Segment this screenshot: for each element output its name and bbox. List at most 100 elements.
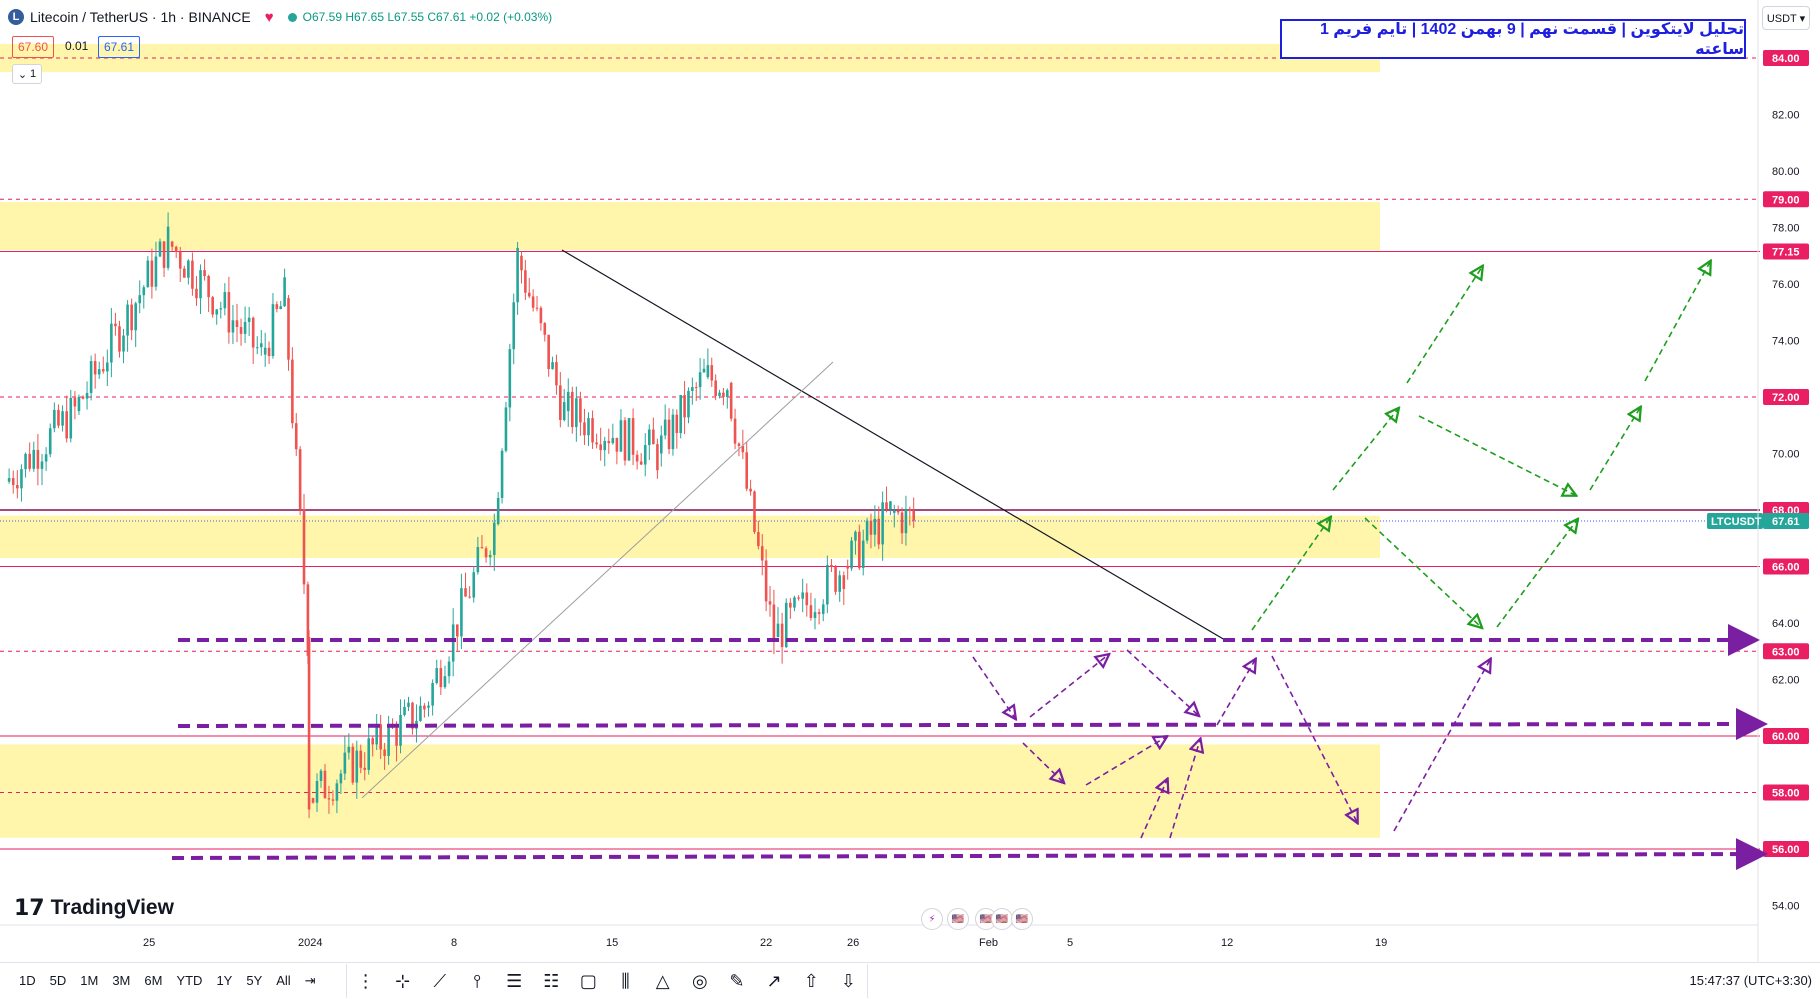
candle-body (7, 478, 11, 482)
legend-toggle[interactable]: ⌄ 1 (12, 64, 42, 84)
scenario-arrow-green[interactable] (1406, 267, 1482, 384)
candle-body (639, 461, 643, 465)
drag-handle-icon[interactable]: ⋮ (356, 970, 375, 991)
fib-retracement-icon[interactable]: ☷ (543, 970, 560, 991)
candle-body (714, 380, 717, 396)
range-5y[interactable]: 5Y (246, 973, 263, 988)
candle-body (702, 368, 706, 373)
candle-body (850, 540, 853, 569)
candle-body (611, 437, 615, 444)
zone-rect[interactable] (0, 744, 1380, 838)
scenario-arrow-purple[interactable] (1169, 740, 1200, 839)
scenario-arrow-green[interactable] (1589, 408, 1640, 491)
clock[interactable]: 15:47:37 (UTC+3:30) (1689, 973, 1812, 988)
tradingview-logo[interactable]: 𝟭𝟳 TradingView (14, 895, 174, 921)
scenario-arrow-purple[interactable] (1216, 660, 1255, 726)
range-ytd[interactable]: YTD (176, 973, 203, 988)
y-tick-label: 62.00 (1772, 675, 1800, 687)
event-us-flag-icon[interactable]: 🇺🇸 (1011, 908, 1033, 930)
scenario-arrow-purple[interactable] (1126, 649, 1198, 715)
circle-icon[interactable]: ◎ (691, 970, 708, 991)
level-tag-label: 77.15 (1772, 247, 1800, 259)
cursor-cross-icon[interactable]: ⊹ (395, 970, 411, 991)
brush-icon[interactable]: ✎ (729, 970, 745, 991)
candle-body (101, 369, 105, 372)
volume-profile-icon[interactable]: ⫼ (621, 970, 630, 991)
symbol-title[interactable]: Litecoin / TetherUS · 1h · BINANCE (30, 9, 251, 25)
legend-count: 1 (30, 68, 37, 80)
zone-rect[interactable] (0, 202, 1380, 251)
candle-body (547, 334, 550, 370)
candle-body (287, 298, 290, 360)
scenario-arrow-green[interactable] (1251, 518, 1330, 631)
scenario-arrow-purple[interactable] (1029, 655, 1108, 718)
favorite-icon[interactable]: ♥ (264, 8, 274, 26)
candles[interactable] (7, 212, 915, 819)
support-line[interactable] (177, 708, 1768, 741)
y-tick-label: 78.00 (1772, 223, 1800, 235)
range-all[interactable]: All (276, 973, 291, 988)
range-1d[interactable]: 1D (19, 973, 36, 988)
arrow-tool-icon[interactable]: ↗ (766, 970, 782, 991)
scenario-arrow-purple[interactable] (1085, 737, 1166, 786)
level-tag-label: 56.00 (1772, 844, 1800, 856)
candle-body (231, 320, 235, 333)
candle-body (555, 362, 558, 386)
triangle-pattern-icon[interactable]: △ (655, 970, 670, 991)
candle-body (89, 361, 93, 393)
chevron-down-icon: ⌄ (17, 68, 28, 81)
scenario-arrow-green[interactable] (1496, 520, 1577, 628)
vertical-line-icon[interactable]: ⫯ (473, 970, 481, 991)
goto-date-icon[interactable]: ⇥ (304, 973, 316, 988)
range-6m[interactable]: 6M (144, 973, 163, 988)
candle-body (85, 392, 89, 399)
range-5d[interactable]: 5D (49, 973, 67, 988)
candle-body (591, 418, 594, 443)
scenario-arrow-purple[interactable] (1140, 780, 1167, 839)
sell-price[interactable]: 67.60 (12, 36, 55, 58)
event-us-flag-icon[interactable]: 🇺🇸 (991, 908, 1013, 930)
ascending-trendline[interactable] (361, 361, 834, 799)
candle-body (118, 326, 121, 352)
candle-body (363, 767, 367, 770)
candle-body (691, 387, 694, 391)
candle-body (508, 349, 512, 408)
range-1m[interactable]: 1M (80, 973, 99, 988)
arrow-down-icon[interactable]: ⇩ (840, 970, 856, 991)
level-tag-bg (1763, 50, 1809, 66)
range-3m[interactable]: 3M (112, 973, 131, 988)
candle-body (484, 548, 488, 558)
descending-trendline[interactable] (561, 249, 1226, 641)
scenario-arrow-purple[interactable] (972, 656, 1015, 718)
scenario-arrow-green[interactable] (1364, 517, 1481, 627)
zone-rect[interactable] (0, 515, 1380, 559)
level-tag-bg (1763, 243, 1809, 260)
scenario-arrow-purple[interactable] (1393, 660, 1490, 832)
candle-body (912, 511, 915, 521)
candle-body (539, 307, 543, 324)
candle-body (757, 531, 760, 547)
parallel-channel-icon[interactable]: ☰ (506, 970, 523, 991)
scenario-arrow-green[interactable] (1644, 262, 1710, 382)
currency-selector[interactable]: USDT ▾ (1762, 6, 1810, 30)
y-tick-label: 54.00 (1772, 901, 1800, 913)
scenario-arrow-green[interactable] (1332, 409, 1398, 491)
rectangle-icon[interactable]: ▢ (579, 970, 597, 991)
trend-line-icon[interactable]: ⟋ (433, 970, 447, 991)
candle-body (61, 411, 64, 426)
arrow-up-icon[interactable]: ⇧ (803, 970, 819, 991)
event-us-flag-icon[interactable]: 🇺🇸 (947, 908, 969, 930)
range-1y[interactable]: 1Y (216, 973, 233, 988)
scenario-arrow-purple[interactable] (1271, 655, 1357, 822)
candle-body (40, 461, 44, 469)
support-line[interactable] (171, 838, 1768, 871)
candle-body (311, 798, 315, 803)
event-flash-icon[interactable]: ⚡ (921, 908, 943, 930)
level-tag-bg (1763, 728, 1809, 744)
candle-body (889, 501, 892, 510)
scenario-arrow-green[interactable] (1418, 415, 1575, 495)
buy-price[interactable]: 67.61 (98, 36, 141, 58)
candle-body (187, 260, 190, 278)
candle-body (455, 624, 459, 637)
